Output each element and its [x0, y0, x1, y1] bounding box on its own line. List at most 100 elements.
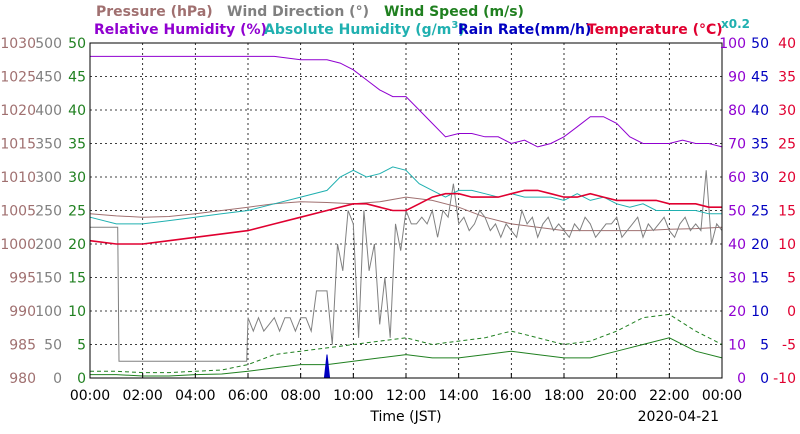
tick-label-temperature: 0: [787, 304, 796, 320]
tick-label-relative-humidity: 70: [728, 137, 746, 153]
tick-label-rain-rate: 5: [760, 338, 769, 354]
tick-label-wind-speed: 15: [68, 271, 86, 287]
tick-label-temperature: 15: [778, 204, 796, 220]
x-tick-label: 10:00: [333, 388, 373, 404]
tick-label-rain-rate: 45: [751, 70, 769, 86]
legend-temperature: Temperature (°C): [587, 22, 723, 38]
x-tick-label: 02:00: [122, 388, 162, 404]
tick-label-pressure: 995: [9, 271, 36, 287]
tick-label-rain-rate: 35: [751, 137, 769, 153]
tick-label-pressure: 1005: [0, 204, 36, 220]
tick-label-rain-rate: 25: [751, 204, 769, 220]
x-tick-label: 00:00: [70, 388, 110, 404]
legend-wind-direction: Wind Direction (°): [227, 4, 369, 20]
tick-label-wind-direction: 100: [35, 304, 62, 320]
legend-wind-speed: Wind Speed (m/s): [384, 4, 524, 20]
tick-label-relative-humidity: 80: [728, 103, 746, 119]
tick-label-pressure: 1025: [0, 70, 36, 86]
tick-label-temperature: 20: [778, 170, 796, 186]
date-label: 2020-04-21: [638, 409, 719, 425]
tick-label-wind-direction: 500: [35, 36, 62, 52]
tick-label-relative-humidity: 50: [728, 204, 746, 220]
axes-group: 1030102510201015101010051000995990985980…: [0, 36, 796, 404]
tick-label-wind-speed: 20: [68, 237, 86, 253]
tick-label-rain-rate: 10: [751, 304, 769, 320]
x-tick-label: 04:00: [175, 388, 215, 404]
legend-rain-factor: x0.2: [721, 17, 750, 31]
tick-label-pressure: 1020: [0, 103, 36, 119]
series-pressure: [89, 196, 723, 232]
tick-label-wind-direction: 350: [35, 137, 62, 153]
tick-label-rain-rate: 50: [751, 36, 769, 52]
tick-label-temperature: 25: [778, 137, 796, 153]
tick-label-rain-rate: 20: [751, 237, 769, 253]
tick-label-relative-humidity: 90: [728, 70, 746, 86]
tick-label-temperature: 30: [778, 103, 796, 119]
series-relative-humidity: [90, 55, 723, 148]
x-tick-label: 22:00: [649, 388, 689, 404]
tick-label-wind-speed: 50: [68, 36, 86, 52]
tick-label-pressure: 1010: [0, 170, 36, 186]
legend-absolute-humidity: Absolute Humidity (g/m3): [264, 20, 465, 38]
x-tick-label: 16:00: [491, 388, 531, 404]
tick-label-relative-humidity: 10: [728, 338, 746, 354]
tick-label-relative-humidity: 40: [728, 237, 746, 253]
legend-pressure: Pressure (hPa): [96, 4, 213, 20]
tick-label-temperature: -10: [773, 371, 796, 387]
tick-label-wind-direction: 200: [35, 237, 62, 253]
x-tick-label: 12:00: [386, 388, 426, 404]
series-wind-direction: [90, 170, 723, 362]
tick-label-pressure: 1000: [0, 237, 36, 253]
tick-label-relative-humidity: 30: [728, 271, 746, 287]
tick-label-wind-speed: 5: [77, 338, 86, 354]
tick-label-temperature: 10: [778, 237, 796, 253]
tick-label-wind-direction: 400: [35, 103, 62, 119]
tick-label-temperature: 40: [778, 36, 796, 52]
legend-absolute-humidity-close: ): [458, 22, 464, 38]
tick-label-wind-direction: 0: [53, 371, 62, 387]
tick-label-wind-direction: 150: [35, 271, 62, 287]
tick-label-wind-speed: 35: [68, 137, 86, 153]
tick-label-wind-speed: 25: [68, 204, 86, 220]
tick-label-relative-humidity: 20: [728, 304, 746, 320]
tick-label-relative-humidity: 60: [728, 170, 746, 186]
tick-label-wind-speed: 40: [68, 103, 86, 119]
tick-label-rain-rate: 30: [751, 170, 769, 186]
tick-label-rain-rate: 15: [751, 271, 769, 287]
tick-label-wind-direction: 450: [35, 70, 62, 86]
tick-label-temperature: -5: [782, 338, 796, 354]
x-tick-label: 00:00: [702, 388, 742, 404]
series-group: [89, 55, 723, 379]
series-absolute-humidity: [89, 166, 722, 225]
series-temperature: [89, 189, 722, 245]
tick-label-rain-rate: 40: [751, 103, 769, 119]
x-tick-label: 06:00: [228, 388, 268, 404]
x-tick-label: 20:00: [596, 388, 636, 404]
legend-absolute-humidity-text: Absolute Humidity (g/m: [264, 22, 451, 38]
legend-relative-humidity: Relative Humidity (%): [94, 22, 267, 38]
x-tick-label: 18:00: [544, 388, 584, 404]
tick-label-wind-direction: 250: [35, 204, 62, 220]
series-wind-gust: [90, 313, 723, 374]
tick-label-relative-humidity: 100: [719, 36, 746, 52]
tick-label-wind-direction: 300: [35, 170, 62, 186]
tick-label-temperature: 5: [787, 271, 796, 287]
tick-label-temperature: 35: [778, 70, 796, 86]
tick-label-wind-direction: 50: [44, 338, 62, 354]
tick-label-pressure: 980: [9, 371, 36, 387]
tick-label-wind-speed: 30: [68, 170, 86, 186]
x-tick-label: 08:00: [280, 388, 320, 404]
tick-label-pressure: 1015: [0, 137, 36, 153]
tick-label-pressure: 1030: [0, 36, 36, 52]
tick-label-wind-speed: 10: [68, 304, 86, 320]
tick-label-pressure: 985: [9, 338, 36, 354]
legend-rain-rate: Rain Rate(mm/h): [458, 22, 591, 38]
tick-label-wind-speed: 45: [68, 70, 86, 86]
tick-label-pressure: 990: [9, 304, 36, 320]
x-tick-label: 14:00: [438, 388, 478, 404]
legend-absolute-humidity-sup: 3: [451, 20, 458, 31]
tick-label-wind-speed: 0: [77, 371, 86, 387]
tick-label-relative-humidity: 0: [737, 371, 746, 387]
